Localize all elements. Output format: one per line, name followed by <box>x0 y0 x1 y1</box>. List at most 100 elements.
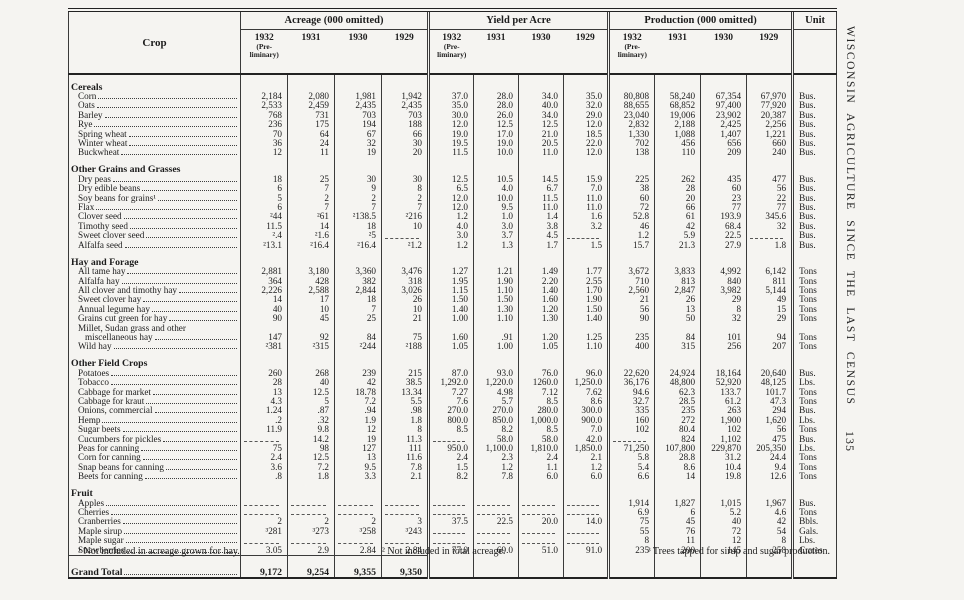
unit-cell: Lbs. <box>791 378 837 388</box>
production-cell: 1,015 <box>700 498 747 509</box>
production-cell: 710 <box>607 276 655 286</box>
acreage-cell <box>334 536 382 546</box>
yield-cell: 10.0 <box>473 193 519 204</box>
production-cell <box>607 74 655 92</box>
acreage-cell: 1.24 <box>240 406 288 416</box>
yield-cell: 6.7 <box>518 184 564 194</box>
production-cell: 9.4 <box>746 462 793 473</box>
yield-cell: 7.0 <box>562 425 609 435</box>
acreage-cell <box>287 157 335 175</box>
yield-cell <box>518 74 564 92</box>
acreage-cell: 2,435 <box>381 101 429 111</box>
acreage-cell: 268 <box>287 368 335 379</box>
production-cell: 29 <box>746 314 793 324</box>
acreage-cell: 11.6 <box>381 453 429 463</box>
production-cell: 272 <box>654 415 701 426</box>
production-cell: 19,006 <box>654 110 701 121</box>
yield-cell: 1.3 <box>473 240 519 251</box>
group-header-row: Crop Acreage (000 omitted) Yield per Acr… <box>68 10 837 75</box>
production-cell: 77,920 <box>746 101 793 111</box>
crop-name-cell: Grains cut green for hay <box>69 314 241 323</box>
crop-name-cell: Timothy seed <box>69 222 241 231</box>
acreage-cell: 2 <box>240 517 288 527</box>
unit-cell: Tons <box>791 453 837 463</box>
acreage-cell <box>381 351 429 369</box>
unit-cell: Bbls. <box>791 517 837 527</box>
production-cell: 24,924 <box>654 368 701 379</box>
unit-cell <box>791 157 837 175</box>
acreage-cell: 11.9 <box>240 425 288 435</box>
production-cell: 18,164 <box>700 368 747 379</box>
production-cell: 10.4 <box>700 462 747 473</box>
crop-column-header: Crop <box>68 10 241 75</box>
yield-cell <box>473 351 519 369</box>
acreage-cell: 2.9 <box>287 545 335 556</box>
production-cell: 5.8 <box>607 453 655 463</box>
yield-cell: 11.0 <box>518 148 564 158</box>
unit-cell: Bus. <box>791 240 837 251</box>
production-cell: 32 <box>700 314 747 324</box>
acreage-cell: 13 <box>240 387 288 397</box>
production-cell: 258 <box>746 545 793 556</box>
yield-cell: 2.20 <box>518 276 564 286</box>
unit-cell: Bus. <box>791 193 837 204</box>
acreage-cell: ²13.1 <box>240 240 288 251</box>
yield-cell <box>473 536 519 546</box>
production-cell: 12 <box>700 536 747 546</box>
production-cell: 811 <box>746 276 793 286</box>
crop-row: Winter wheat 36 24 32 30 19.5 19.0 20.5 22.0 702 4… <box>69 139 837 149</box>
production-cell: 235 <box>607 323 655 343</box>
yield-cell <box>518 508 564 518</box>
yield-cell: 19.5 <box>427 139 474 149</box>
production-cell <box>607 351 655 369</box>
acreage-cell: 90 <box>240 314 288 324</box>
yield-cell: 4.5 <box>518 231 564 241</box>
production-cell: 6 <box>654 508 701 518</box>
year-header: 1931 <box>654 29 701 75</box>
yield-cell: 6.0 <box>562 472 609 482</box>
acreage-cell: 111 <box>381 444 429 454</box>
crop-row: Corn for canning 2.4 12.5 13 11.6 2.4 2.3 2.4 2.… <box>69 453 837 463</box>
crop-name-cell: Sugar beets <box>69 425 241 434</box>
yield-cell: 950.0 <box>427 444 474 454</box>
production-cell: 294 <box>746 406 793 416</box>
yield-cell <box>518 555 564 579</box>
yield-cell: 300.0 <box>562 406 609 416</box>
yield-cell: 1260.0 <box>518 378 564 388</box>
section-title-cell: Other Field Crops <box>71 358 148 369</box>
crop-row: Dry edible beans 6 7 9 8 6.5 4.0 6.7 7.0 38 28 60 56… <box>69 184 837 194</box>
production-cell: 2,847 <box>654 285 701 296</box>
acreage-cell: 703 <box>334 110 382 121</box>
acreage-cell <box>287 351 335 369</box>
production-cell: 101 <box>700 323 747 343</box>
crop-name-cell: Dry edible beans <box>69 184 241 193</box>
crop-name-cell: Strawberries <box>69 546 241 556</box>
acreage-cell: 9,172 <box>240 555 288 579</box>
production-cell: 456 <box>654 139 701 149</box>
yield-cell: 1.05 <box>518 342 564 352</box>
yield-cell: 1.25 <box>562 323 609 343</box>
crop-row: Strawberries 3.05 2.9 2.84 2.84 77.0 69.0 51.0 9… <box>69 545 837 556</box>
yield-cell: 1.5 <box>562 240 609 251</box>
yield-cell: 35.0 <box>427 101 474 111</box>
unit-cell: Tons <box>791 295 837 305</box>
acreage-cell: 18 <box>334 295 382 305</box>
acreage-cell: 9,355 <box>334 555 382 579</box>
yield-cell: 34.0 <box>518 110 564 121</box>
production-cell <box>700 157 747 175</box>
acreage-cell: ²244 <box>334 342 382 352</box>
yield-cell: 1.30 <box>473 304 519 315</box>
unit-cell: Bus. <box>791 203 837 213</box>
production-cell: 38 <box>607 184 655 194</box>
yield-cell: 42.0 <box>562 434 609 444</box>
crop-name-cell: Cranberries <box>69 517 241 526</box>
acreage-cell: 2.84 <box>381 545 429 556</box>
production-cell: 20,387 <box>746 110 793 121</box>
acreage-cell: 12.5 <box>287 387 335 397</box>
yield-cell: 1,220.0 <box>473 378 519 388</box>
acreage-cell <box>334 508 382 518</box>
production-cell: 145 <box>700 545 747 556</box>
production-cell: 435 <box>700 174 747 185</box>
production-cell: 49 <box>746 295 793 305</box>
crop-row: Snap beans for canning 3.6 7.2 9.5 7.8 1.5 1.2… <box>69 462 837 473</box>
